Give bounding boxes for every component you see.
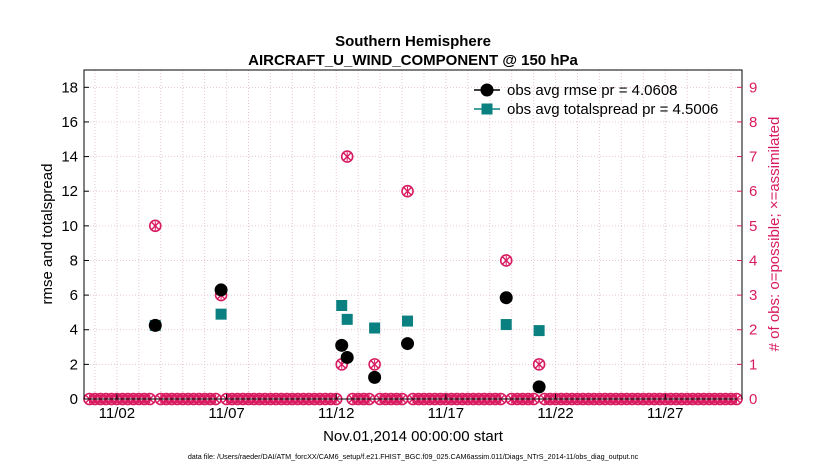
y-tick-label-right: 0	[749, 391, 757, 408]
y-tick-label-left: 4	[70, 322, 78, 339]
spread-point	[336, 299, 348, 311]
y-tick-label-right: 6	[749, 183, 757, 200]
tick-marks	[84, 86, 742, 400]
obs-count-point	[401, 184, 414, 198]
y-tick-label-right: 1	[749, 356, 757, 373]
x-tick-labels: 11/02 11/07 11/12 11/17 11/22 11/27	[99, 405, 684, 422]
spread-point	[215, 308, 227, 320]
y-tick-label-right: 7	[749, 149, 757, 166]
rmse-point	[532, 380, 546, 394]
rmse-point	[148, 318, 162, 332]
obs-possible-circle	[340, 150, 354, 163]
spread-point	[533, 325, 545, 337]
axes-box	[83, 69, 743, 400]
spread-point	[369, 322, 381, 334]
grid-lines	[84, 70, 742, 399]
rmse-point	[401, 337, 415, 351]
x-tick-label: 11/12	[318, 405, 354, 422]
y-tick-label-left: 16	[61, 114, 78, 131]
obs-count-point	[368, 358, 381, 371]
x-axis-label: Nov.01,2014 00:00:00 start	[323, 428, 504, 445]
y-tick-label-left: 6	[70, 287, 78, 304]
obs-count-point	[148, 219, 162, 233]
rmse-point	[499, 291, 513, 305]
y-axis-right-label: # of obs: o=possible; ×=assimilated	[766, 117, 783, 352]
rmse-point	[340, 350, 354, 364]
obs-count-point	[532, 358, 546, 371]
y-tick-label-right: 2	[749, 322, 757, 339]
x-tick-label: 11/22	[537, 405, 573, 422]
y-tick-label-right: 9	[749, 79, 757, 96]
x-tick-label: 11/27	[647, 405, 683, 422]
x-tick-label: 11/17	[428, 405, 464, 422]
legend-rmse-marker	[480, 83, 494, 97]
y-tick-label-right: 8	[749, 114, 757, 131]
y-tick-label-left: 10	[61, 218, 78, 235]
y-tick-label-right: 5	[749, 218, 757, 235]
y-tick-label-left: 0	[70, 391, 78, 408]
obs-count-point	[499, 254, 513, 267]
y-tick-labels-left: 0 2 4 6 8 10 12 14 16 18	[61, 79, 78, 408]
y-tick-labels-right: 0 1 2 3 4 5 6 7 8 9	[749, 79, 757, 408]
spread-point	[402, 315, 414, 327]
obs-possible-circle	[499, 254, 513, 267]
y-tick-label-left: 18	[61, 79, 78, 96]
rmse-point	[214, 283, 228, 297]
legend-spread-label: obs avg totalspread pr = 4.5006	[507, 101, 718, 118]
y-tick-label-right: 4	[749, 252, 757, 269]
obs-possible-circle	[148, 219, 162, 233]
rmse-point	[335, 338, 349, 352]
chart-title: Southern Hemisphere	[335, 33, 491, 50]
y-tick-label-left: 14	[61, 149, 78, 166]
legend: obs avg rmse pr = 4.0608 obs avg totalsp…	[474, 82, 718, 118]
y-tick-label-right: 3	[749, 287, 757, 304]
obs-possible-circle	[401, 184, 414, 198]
spread-point	[500, 319, 512, 331]
x-tick-label: 11/07	[208, 405, 244, 422]
chart-subtitle: AIRCRAFT_U_WIND_COMPONENT @ 150 hPa	[248, 52, 578, 69]
obs-possible-circle	[532, 358, 546, 371]
y-tick-label-left: 2	[70, 356, 78, 373]
footnote: data file: /Users/raeder/DAI/ATM_forcXX/…	[188, 452, 639, 461]
obs-possible-circle	[368, 358, 381, 371]
y-axis-left-label: rmse and totalspread	[39, 164, 56, 305]
data-marks	[148, 150, 546, 394]
obs-count-point	[340, 150, 354, 163]
legend-spread-marker	[481, 103, 493, 115]
rmse-point	[368, 370, 382, 384]
legend-rmse-label: obs avg rmse pr = 4.0608	[507, 82, 678, 99]
y-tick-label-left: 8	[70, 252, 78, 269]
spread-point	[341, 313, 353, 325]
y-tick-label-left: 12	[61, 183, 78, 200]
x-tick-label: 11/02	[99, 405, 135, 422]
